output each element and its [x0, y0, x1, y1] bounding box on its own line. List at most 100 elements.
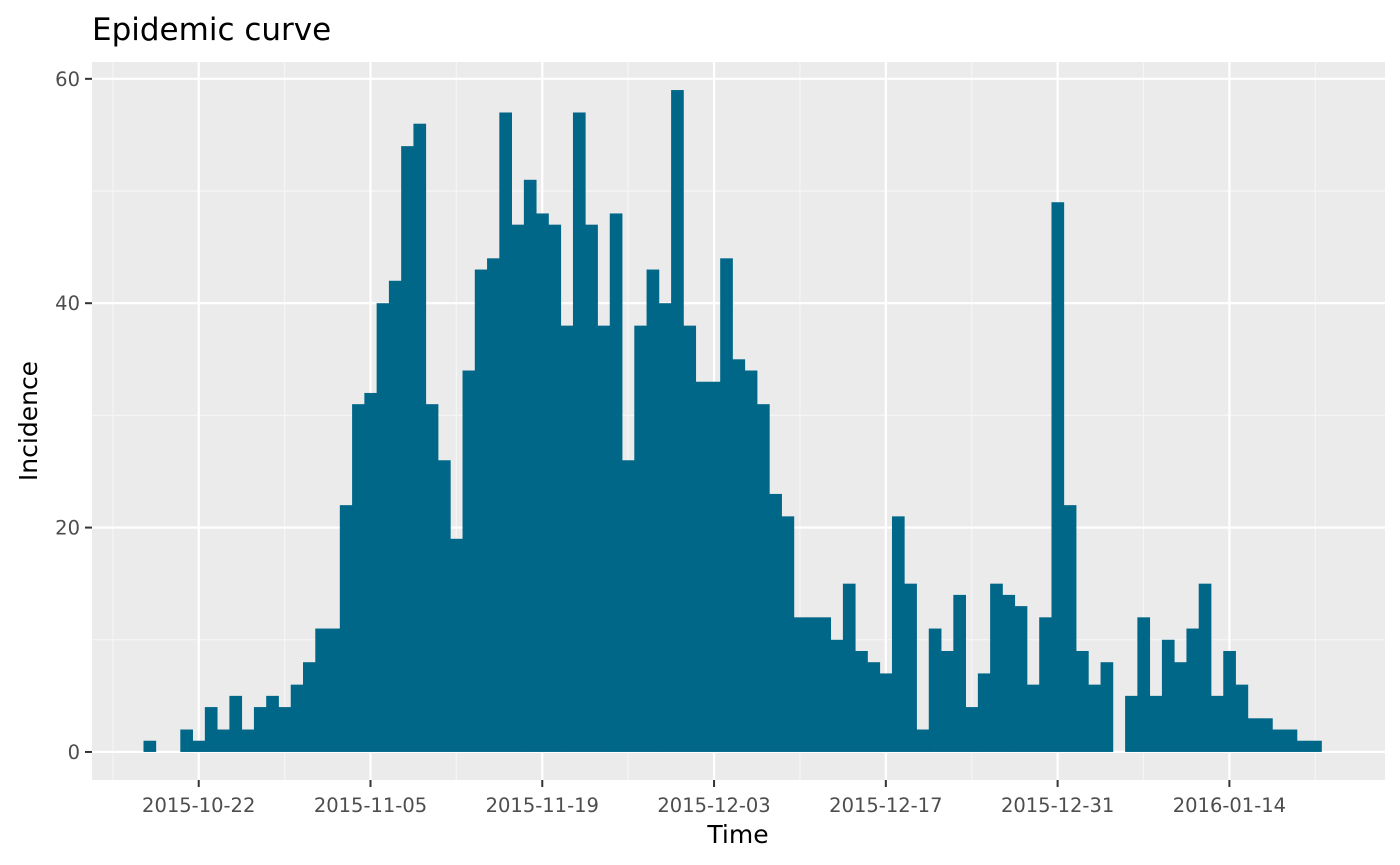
x-tick-label: 2015-10-22	[142, 794, 255, 817]
incidence-bar	[622, 460, 635, 752]
x-tick-label: 2016-01-14	[1173, 794, 1286, 817]
incidence-bar	[303, 662, 316, 752]
incidence-bar	[204, 707, 218, 752]
incidence-bar	[757, 404, 770, 752]
incidence-bar	[1002, 594, 1016, 752]
x-tick-label: 2015-11-19	[486, 794, 599, 817]
incidence-bar	[634, 325, 647, 752]
incidence-bar	[928, 628, 942, 752]
incidence-bar	[1223, 650, 1236, 752]
y-tick-label: 40	[55, 292, 80, 315]
incidence-bar	[977, 673, 991, 752]
x-tick-label: 2015-12-31	[1001, 794, 1114, 817]
incidence-bar	[401, 146, 414, 752]
incidence-bar	[671, 90, 684, 752]
incidence-bar	[192, 740, 206, 752]
incidence-bar	[352, 404, 365, 752]
incidence-bar	[867, 662, 881, 752]
incidence-bar	[560, 325, 574, 752]
incidence-bar	[315, 628, 328, 752]
incidence-bar	[658, 303, 672, 752]
incidence-bar	[1309, 740, 1322, 752]
incidence-bar	[499, 112, 512, 752]
incidence-bar	[891, 516, 905, 752]
incidence-bar	[818, 617, 832, 752]
incidence-bar	[474, 269, 488, 752]
x-tick-label: 2015-11-05	[314, 794, 427, 817]
incidence-bar	[1247, 718, 1261, 752]
incidence-bar	[1284, 729, 1298, 752]
incidence-bar	[1149, 695, 1163, 752]
incidence-bar	[217, 729, 230, 752]
incidence-bar	[511, 224, 525, 752]
incidence-bar	[744, 370, 758, 752]
incidence-bar	[769, 493, 782, 752]
incidence-bar	[437, 460, 451, 752]
incidence-bar	[597, 325, 611, 752]
incidence-bar	[1272, 729, 1286, 752]
incidence-bar	[720, 258, 733, 752]
incidence-bar	[646, 269, 660, 752]
incidence-bar	[180, 729, 193, 752]
incidence-bar	[1125, 695, 1138, 752]
incidence-bar	[253, 707, 267, 752]
incidence-bar	[536, 213, 549, 752]
incidence-bar	[1076, 650, 1089, 752]
incidence-bar	[609, 213, 623, 752]
incidence-bar	[965, 707, 979, 752]
incidence-bar	[266, 695, 279, 752]
incidence-bar	[1039, 617, 1052, 752]
y-tick-label: 20	[55, 517, 80, 540]
incidence-bar	[1026, 684, 1040, 752]
incidence-bar	[241, 729, 255, 752]
incidence-bar	[376, 303, 390, 752]
incidence-bar	[290, 684, 304, 752]
x-axis: 2015-10-22 2015-11-05 2015-11-19 2015-12-03…	[142, 780, 1286, 817]
incidence-bar	[327, 628, 341, 752]
chart-title: Epidemic curve	[92, 12, 331, 48]
incidence-bar	[462, 370, 476, 752]
incidence-bar	[1174, 662, 1187, 752]
incidence-bar	[806, 617, 819, 752]
incidence-bar	[585, 224, 598, 752]
incidence-bar	[695, 381, 709, 752]
incidence-bar	[1137, 617, 1151, 752]
incidence-bar	[1186, 628, 1200, 752]
incidence-bar	[364, 392, 378, 752]
incidence-bar	[1088, 684, 1101, 752]
incidence-bar	[413, 123, 427, 752]
incidence-bar	[1260, 718, 1273, 752]
incidence-bar	[1014, 606, 1028, 752]
incidence-bar	[781, 516, 795, 752]
incidence-bar	[941, 650, 954, 752]
incidence-bar	[1161, 639, 1175, 752]
incidence-bar	[339, 505, 353, 752]
x-tick-label: 2015-12-17	[829, 794, 942, 817]
y-tick-label: 0	[68, 741, 80, 764]
y-tick-label: 60	[55, 68, 80, 91]
incidence-bar	[1051, 202, 1065, 752]
incidence-bar	[450, 538, 463, 752]
incidence-bar	[1235, 684, 1249, 752]
incidence-bar	[953, 594, 966, 752]
incidence-bar	[683, 325, 697, 752]
incidence-bar	[732, 359, 746, 752]
incidence-bar	[855, 650, 868, 752]
incidence-bar	[990, 583, 1003, 752]
incidence-bar	[229, 695, 243, 752]
incidence-bar	[830, 639, 844, 752]
y-axis: 0 20 40 60	[55, 68, 92, 764]
incidence-bar	[916, 729, 930, 752]
incidence-bar	[707, 381, 721, 752]
incidence-bar	[1100, 662, 1114, 752]
incidence-bar	[879, 673, 893, 752]
incidence-bar	[143, 740, 157, 752]
incidence-bar	[548, 224, 562, 752]
incidence-bar	[1210, 695, 1224, 752]
incidence-bar	[842, 583, 856, 752]
incidence-bar	[278, 707, 292, 752]
x-tick-label: 2015-12-03	[657, 794, 770, 817]
incidence-bar	[388, 280, 402, 752]
incidence-bar	[1296, 740, 1310, 752]
